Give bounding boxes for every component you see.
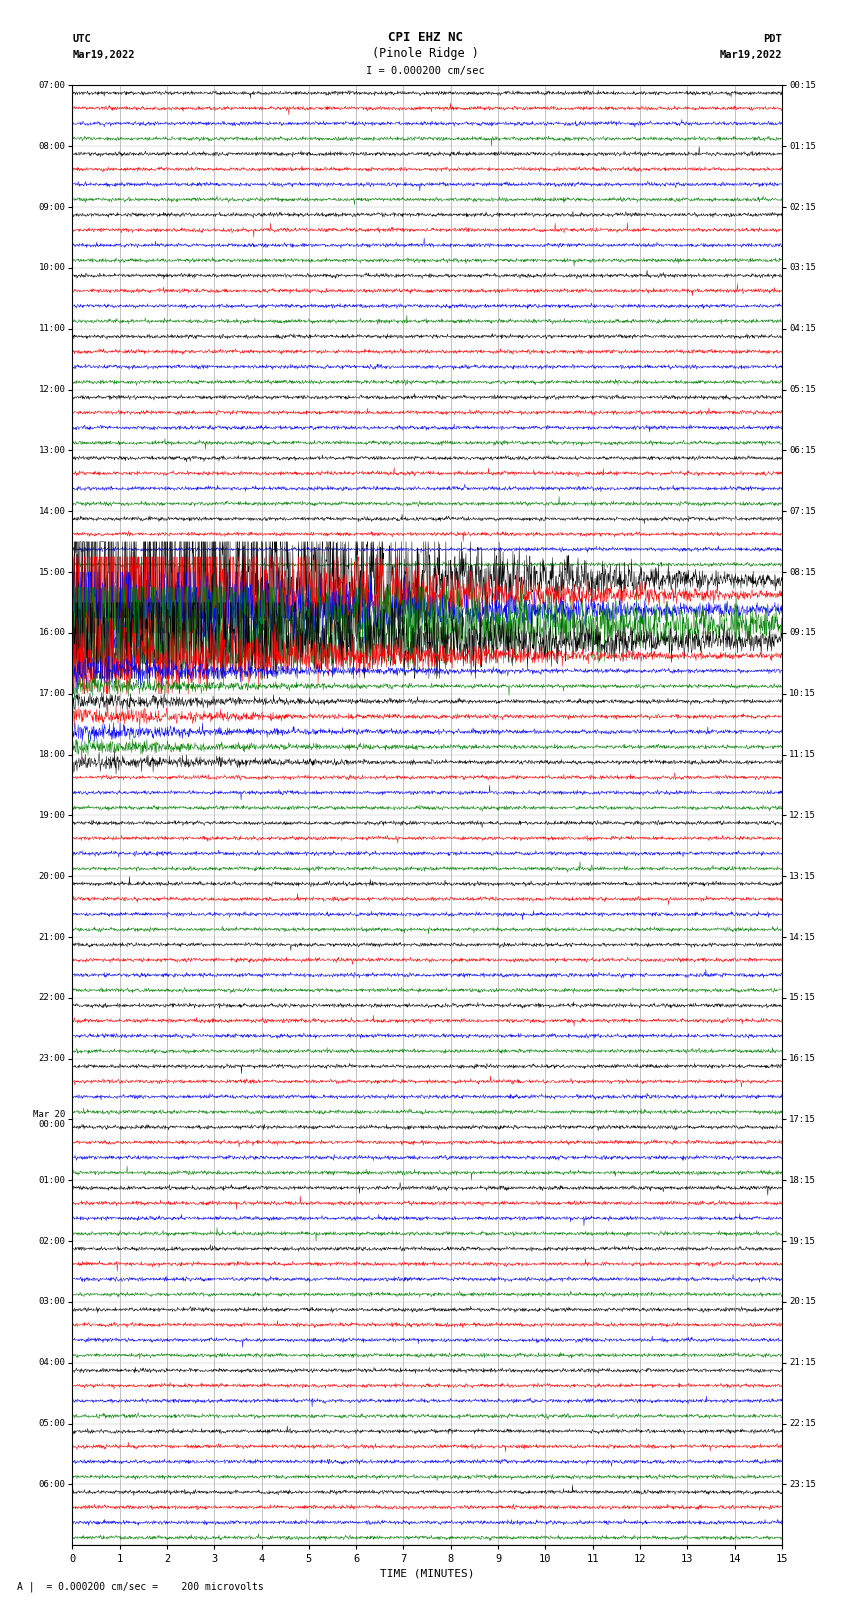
Text: I = 0.000200 cm/sec: I = 0.000200 cm/sec: [366, 66, 484, 76]
Text: PDT: PDT: [763, 34, 782, 44]
Text: (Pinole Ridge ): (Pinole Ridge ): [371, 47, 479, 60]
X-axis label: TIME (MINUTES): TIME (MINUTES): [380, 1568, 474, 1579]
Text: A |  = 0.000200 cm/sec =    200 microvolts: A | = 0.000200 cm/sec = 200 microvolts: [17, 1581, 264, 1592]
Text: Mar19,2022: Mar19,2022: [719, 50, 782, 60]
Text: Mar19,2022: Mar19,2022: [72, 50, 135, 60]
Text: UTC: UTC: [72, 34, 91, 44]
Text: CPI EHZ NC: CPI EHZ NC: [388, 31, 462, 44]
